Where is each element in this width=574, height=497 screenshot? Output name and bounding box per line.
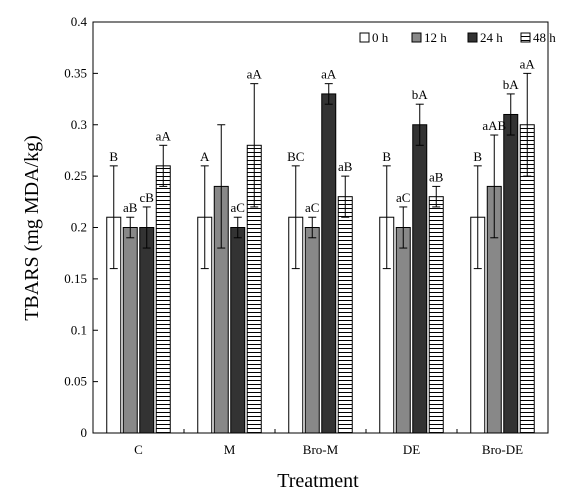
data-label: aAB bbox=[482, 118, 506, 133]
y-tick-label: 0.05 bbox=[64, 374, 87, 389]
data-label: A bbox=[200, 149, 210, 164]
legend-label: 48 h bbox=[533, 30, 556, 45]
y-tick-label: 0.25 bbox=[64, 168, 87, 183]
x-tick-label: M bbox=[224, 442, 236, 457]
data-label: B bbox=[109, 149, 118, 164]
legend: 0 h 12 h 24 h 48 h bbox=[359, 30, 556, 45]
x-tick-label: Bro-DE bbox=[482, 442, 523, 457]
legend-label: 12 h bbox=[424, 30, 447, 45]
data-label: bA bbox=[503, 77, 520, 92]
bar bbox=[428, 196, 444, 434]
legend-swatch bbox=[520, 32, 531, 43]
bar bbox=[230, 227, 246, 434]
legend-swatch bbox=[411, 32, 422, 43]
data-label: aA bbox=[156, 128, 172, 143]
data-label: B bbox=[473, 149, 482, 164]
data-label: aA bbox=[520, 56, 536, 71]
bars-layer bbox=[106, 93, 535, 434]
x-tick-label: Bro-M bbox=[303, 442, 339, 457]
data-label: aB bbox=[429, 169, 444, 184]
legend-label: 24 h bbox=[480, 30, 503, 45]
bar bbox=[395, 227, 411, 434]
error-bars-layer bbox=[109, 72, 532, 270]
bar bbox=[337, 196, 353, 434]
x-axis: C M Bro-M DE Bro-DE bbox=[134, 429, 523, 457]
data-label: aC bbox=[396, 190, 410, 205]
y-tick-label: 0 bbox=[81, 425, 88, 440]
y-tick-label: 0.4 bbox=[71, 14, 88, 29]
x-tick-label: DE bbox=[403, 442, 420, 457]
bar bbox=[155, 165, 171, 434]
y-tick-label: 0.2 bbox=[71, 220, 87, 235]
bar bbox=[139, 227, 155, 434]
data-label: B bbox=[382, 149, 391, 164]
data-label: aC bbox=[305, 200, 319, 215]
data-label: aB bbox=[123, 200, 138, 215]
legend-swatch bbox=[467, 32, 478, 43]
x-axis-title: Treatment bbox=[277, 470, 359, 492]
bar bbox=[304, 227, 320, 434]
y-tick-label: 0.3 bbox=[71, 117, 87, 132]
bar bbox=[321, 93, 337, 434]
data-label: aB bbox=[338, 159, 353, 174]
data-label: cB bbox=[140, 190, 155, 205]
legend-swatch bbox=[359, 32, 370, 43]
y-tick-label: 0.35 bbox=[64, 65, 87, 80]
y-axis: 0 0.05 0.1 0.15 0.2 0.25 0.3 0.35 0.4 bbox=[64, 14, 98, 440]
bar bbox=[122, 227, 138, 434]
x-tick-label: C bbox=[134, 442, 143, 457]
bar bbox=[503, 113, 519, 434]
data-label: aA bbox=[247, 67, 263, 82]
data-label: aC bbox=[231, 200, 245, 215]
y-tick-label: 0.15 bbox=[64, 271, 87, 286]
data-label: bA bbox=[412, 87, 429, 102]
y-tick-label: 0.1 bbox=[71, 322, 87, 337]
y-axis-title: TBARS (mg MDA/kg) bbox=[21, 135, 43, 321]
bar bbox=[412, 124, 428, 434]
data-label: aA bbox=[321, 67, 337, 82]
legend-label: 0 h bbox=[372, 30, 389, 45]
data-label: BC bbox=[287, 149, 304, 164]
